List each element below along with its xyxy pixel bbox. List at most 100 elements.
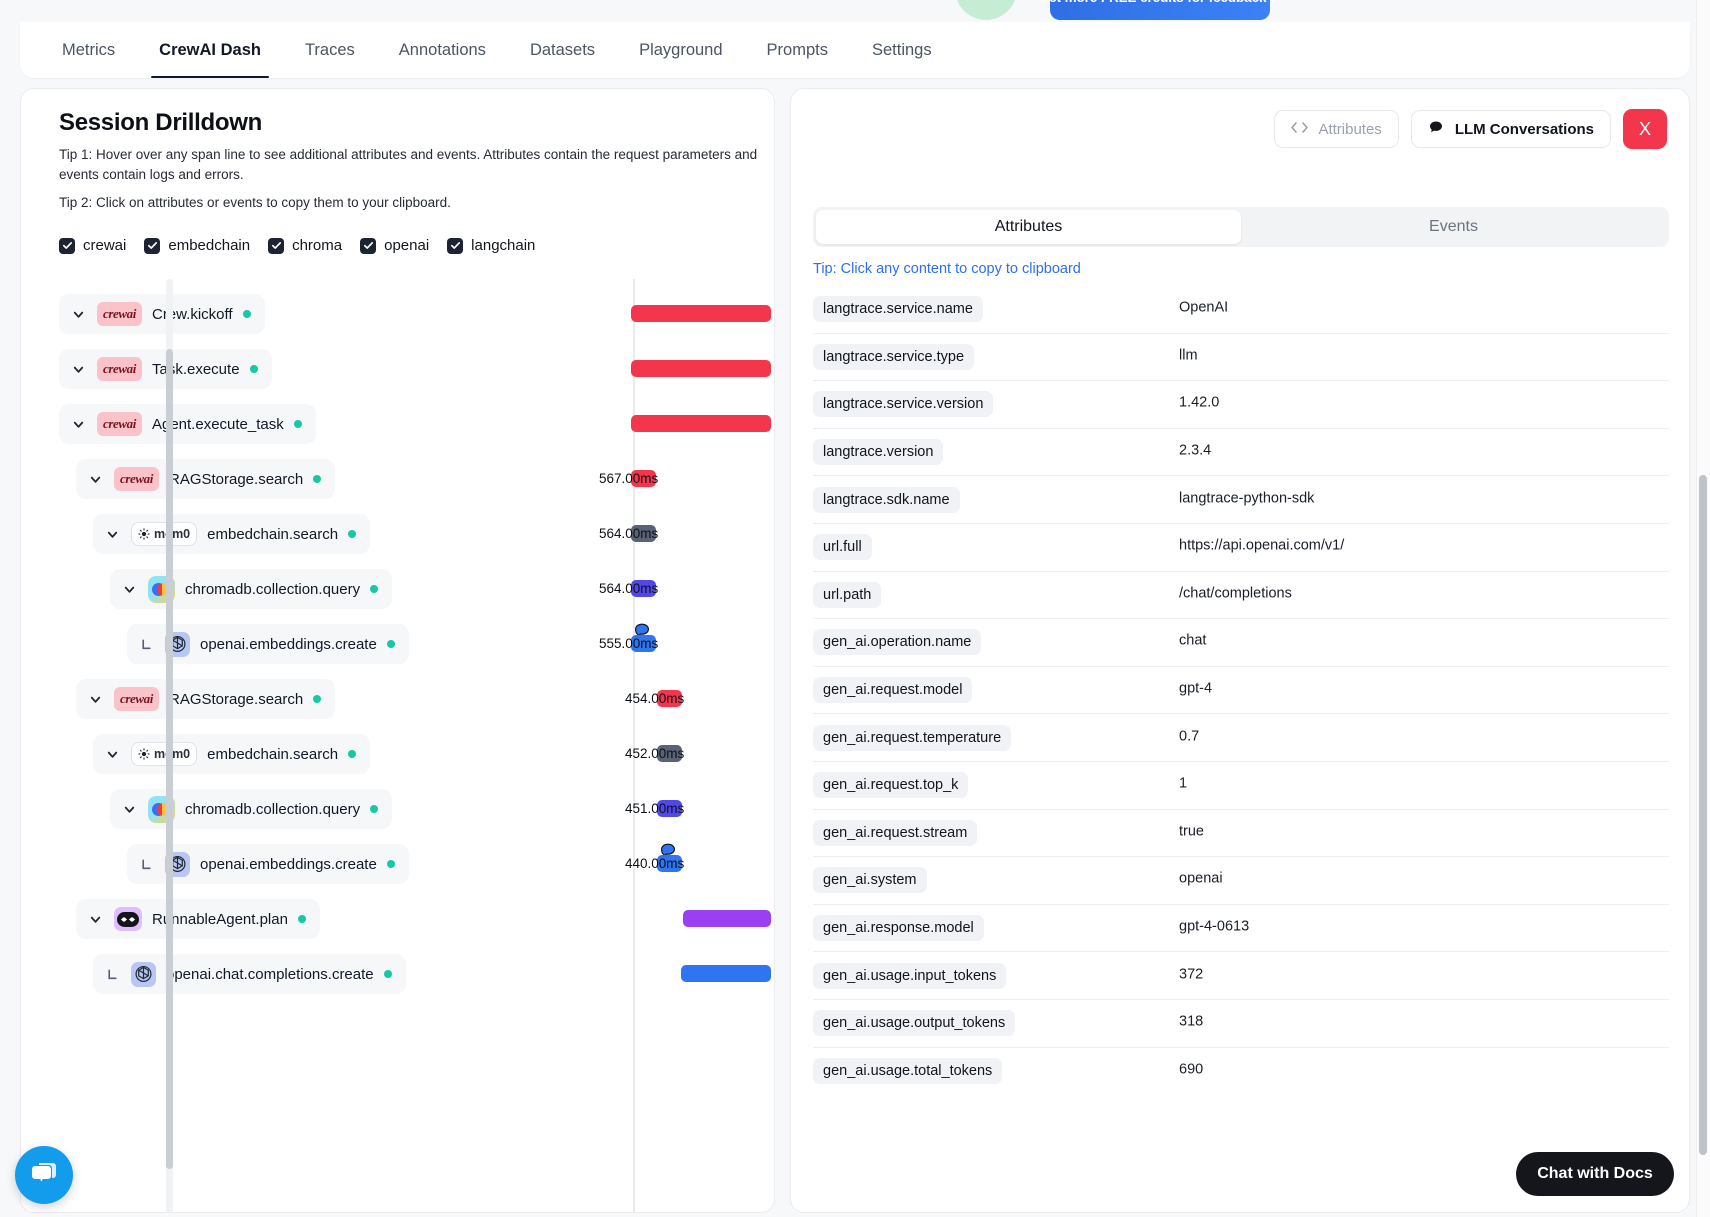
span-row[interactable]: crewai RAGStorage.search xyxy=(76,679,336,719)
attribute-key[interactable]: gen_ai.request.stream xyxy=(813,819,978,846)
span-row[interactable]: crewai Task.execute xyxy=(59,349,272,389)
attribute-row[interactable]: gen_ai.usage.input_tokens 372 xyxy=(813,951,1669,999)
chevron-down-icon[interactable] xyxy=(103,525,121,543)
checkbox-checked-icon[interactable] xyxy=(360,237,377,254)
filter-langchain[interactable]: langchain xyxy=(447,237,535,254)
attribute-row[interactable]: langtrace.sdk.name langtrace-python-sdk xyxy=(813,475,1669,523)
attribute-row[interactable]: gen_ai.operation.name chat xyxy=(813,618,1669,666)
tab-annotations[interactable]: Annotations xyxy=(377,22,508,78)
attribute-key[interactable]: gen_ai.request.top_k xyxy=(813,772,969,799)
span-row[interactable]: chromadb.collection.query xyxy=(110,569,393,609)
attribute-key[interactable]: langtrace.version xyxy=(813,439,944,466)
attribute-value[interactable]: OpenAI xyxy=(1179,299,1229,316)
chat-with-docs-button[interactable]: Chat with Docs xyxy=(1516,1152,1674,1196)
checkbox-checked-icon[interactable] xyxy=(268,237,285,254)
attribute-value[interactable]: langtrace-python-sdk xyxy=(1179,490,1315,507)
chevron-down-icon[interactable] xyxy=(86,470,104,488)
span-duration-bar[interactable] xyxy=(631,415,771,432)
checkbox-checked-icon[interactable] xyxy=(447,237,464,254)
attribute-value[interactable]: 2.3.4 xyxy=(1179,442,1212,459)
span-duration-bar[interactable] xyxy=(631,470,656,487)
attribute-value[interactable]: gpt-4-0613 xyxy=(1179,918,1250,935)
attribute-row[interactable]: gen_ai.request.model gpt-4 xyxy=(813,665,1669,714)
attribute-key[interactable]: langtrace.service.type xyxy=(813,343,975,370)
attribute-value[interactable]: /chat/completions xyxy=(1179,585,1292,602)
filter-chroma[interactable]: chroma xyxy=(268,237,342,254)
attribute-row[interactable]: langtrace.version 2.3.4 xyxy=(813,427,1669,476)
attribute-key[interactable]: gen_ai.operation.name xyxy=(813,629,982,656)
attribute-key[interactable]: gen_ai.system xyxy=(813,867,927,894)
attribute-key[interactable]: url.path xyxy=(813,581,882,608)
llm-conversations-button[interactable]: LLM Conversations xyxy=(1410,110,1611,148)
attribute-key[interactable]: gen_ai.usage.total_tokens xyxy=(813,1057,1003,1084)
filter-openai[interactable]: openai xyxy=(360,237,429,254)
span-event-bubble-icon[interactable] xyxy=(659,843,677,860)
span-row[interactable]: openai.chat.completions.create xyxy=(93,954,406,994)
attribute-value[interactable]: llm xyxy=(1179,347,1198,364)
span-duration-bar[interactable] xyxy=(681,965,771,982)
chevron-down-icon[interactable] xyxy=(120,800,138,818)
attribute-row[interactable]: url.full https://api.openai.com/v1/ xyxy=(813,522,1669,571)
chat-widget-button[interactable] xyxy=(15,1146,73,1204)
span-duration-bar[interactable] xyxy=(631,305,771,322)
attribute-row[interactable]: gen_ai.system openai xyxy=(813,856,1669,904)
attribute-key[interactable]: url.full xyxy=(813,534,872,561)
attribute-value[interactable]: chat xyxy=(1179,632,1207,649)
attribute-row[interactable]: langtrace.service.type llm xyxy=(813,332,1669,381)
attribute-row[interactable]: url.path/chat/completions xyxy=(813,570,1669,619)
span-duration-bar[interactable] xyxy=(631,580,656,597)
attribute-row[interactable]: langtrace.service.version 1.42.0 xyxy=(813,380,1669,428)
attribute-key[interactable]: langtrace.sdk.name xyxy=(813,486,960,513)
chevron-down-icon[interactable] xyxy=(86,690,104,708)
span-duration-bar[interactable] xyxy=(631,360,771,377)
attribute-key[interactable]: gen_ai.usage.output_tokens xyxy=(813,1010,1016,1037)
attribute-row[interactable]: gen_ai.request.stream true xyxy=(813,808,1669,857)
chevron-down-icon[interactable] xyxy=(86,910,104,928)
attribute-value[interactable]: 0.7 xyxy=(1179,728,1200,745)
chevron-down-icon[interactable] xyxy=(69,305,87,323)
chevron-down-icon[interactable] xyxy=(103,745,121,763)
span-duration-bar[interactable] xyxy=(657,690,682,707)
checkbox-checked-icon[interactable] xyxy=(144,237,161,254)
span-duration-bar[interactable] xyxy=(657,745,682,762)
tab-playground[interactable]: Playground xyxy=(617,22,744,78)
checkbox-checked-icon[interactable] xyxy=(59,237,75,254)
attribute-value[interactable]: gpt-4 xyxy=(1179,680,1213,697)
attribute-row[interactable]: gen_ai.request.temperature 0.7 xyxy=(813,713,1669,761)
attribute-value[interactable]: 372 xyxy=(1179,966,1204,983)
attribute-value[interactable]: openai xyxy=(1179,870,1223,887)
tab-crewai-dash[interactable]: CrewAI Dash xyxy=(137,22,283,78)
attribute-key[interactable]: gen_ai.usage.input_tokens xyxy=(813,962,1007,989)
attribute-key[interactable]: gen_ai.request.temperature xyxy=(813,724,1012,751)
attribute-value[interactable]: 1.42.0 xyxy=(1179,394,1220,411)
span-duration-bar[interactable] xyxy=(631,525,656,542)
close-button[interactable]: X xyxy=(1623,109,1667,149)
get-free-credits-button[interactable]: Get more FREE credits for feedback ↗ xyxy=(1039,0,1281,20)
chevron-down-icon[interactable] xyxy=(120,580,138,598)
span-duration-bar[interactable] xyxy=(631,635,656,652)
span-row[interactable]: mem0 embedchain.search xyxy=(93,734,371,774)
span-row[interactable]: crewai RAGStorage.search xyxy=(76,459,336,499)
attribute-key[interactable]: gen_ai.response.model xyxy=(813,915,984,942)
filter-crewai[interactable]: crewai xyxy=(59,237,126,254)
span-event-bubble-icon[interactable] xyxy=(633,623,651,640)
span-row[interactable]: chromadb.collection.query xyxy=(110,789,393,829)
span-row[interactable]: crewai Agent.execute_task xyxy=(59,404,316,444)
span-row[interactable]: RunnableAgent.plan xyxy=(76,899,320,939)
page-scrollbar-thumb[interactable] xyxy=(1699,475,1707,1155)
tab-metrics[interactable]: Metrics xyxy=(40,22,137,78)
attribute-row[interactable]: gen_ai.response.model gpt-4-0613 xyxy=(813,903,1669,952)
tab-settings[interactable]: Settings xyxy=(850,22,954,78)
span-row[interactable]: mem0 embedchain.search xyxy=(93,514,371,554)
span-row[interactable]: crewai Crew.kickoff xyxy=(59,294,265,334)
attributes-view-button[interactable]: Attributes xyxy=(1274,110,1399,148)
attribute-row[interactable]: gen_ai.usage.total_tokens 690 xyxy=(813,1046,1669,1095)
tab-traces[interactable]: Traces xyxy=(283,22,377,78)
attribute-row[interactable]: gen_ai.request.top_k 1 xyxy=(813,760,1669,809)
tab-datasets[interactable]: Datasets xyxy=(508,22,617,78)
details-tab-events[interactable]: Events xyxy=(1241,210,1666,244)
attribute-value[interactable]: https://api.openai.com/v1/ xyxy=(1179,537,1345,554)
chevron-down-icon[interactable] xyxy=(69,360,87,378)
filter-embedchain[interactable]: embedchain xyxy=(144,237,250,254)
attribute-value[interactable]: 690 xyxy=(1179,1061,1204,1078)
